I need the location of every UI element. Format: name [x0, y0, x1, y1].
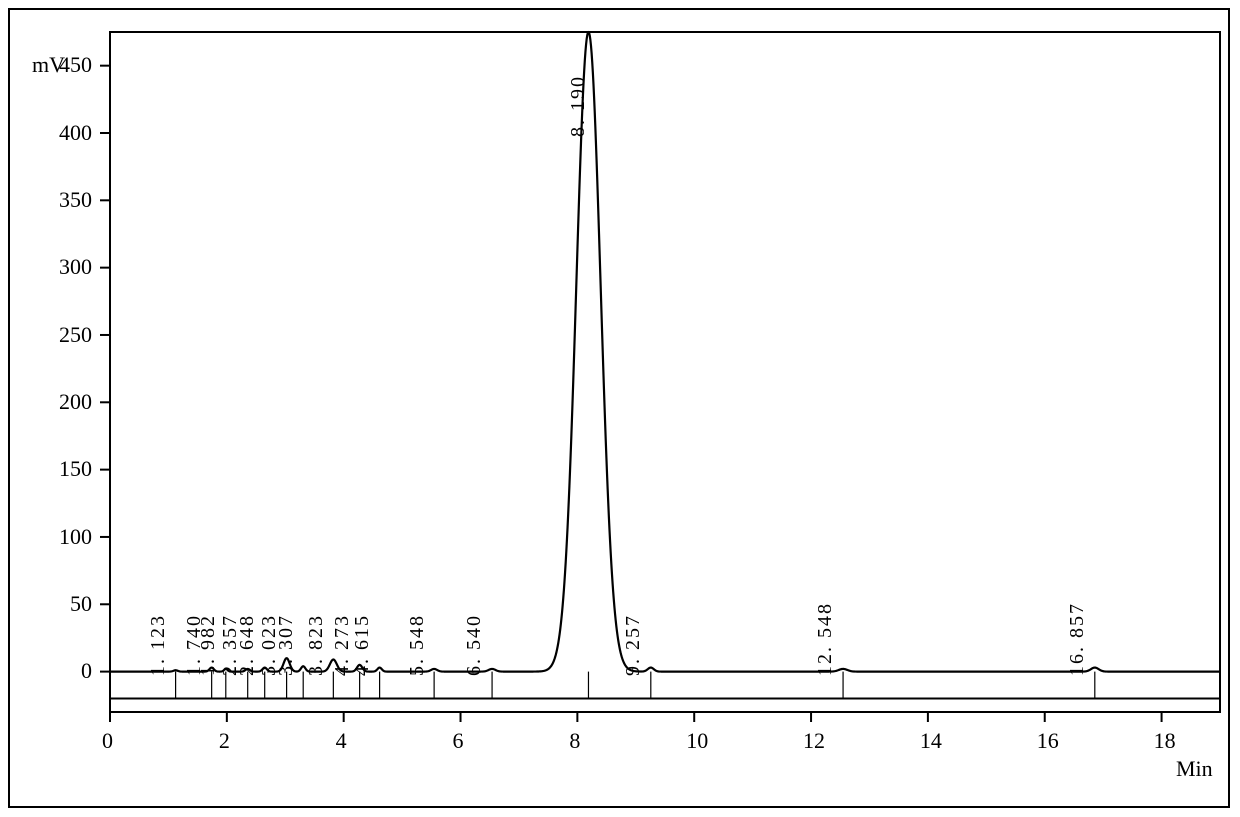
x-tick-label: 2: [219, 728, 230, 754]
y-tick-label: 250: [59, 322, 92, 348]
x-tick-label: 16: [1037, 728, 1059, 754]
x-tick-label: 8: [569, 728, 580, 754]
y-tick-label: 150: [59, 456, 92, 482]
x-tick-label: 0: [102, 728, 113, 754]
y-tick-label: 450: [59, 52, 92, 78]
peak-label: 3. 307: [275, 614, 298, 676]
x-tick-label: 10: [686, 728, 708, 754]
peak-label: 5. 548: [406, 614, 429, 676]
outer-frame: mV Min 050100150200250300350400450 02468…: [8, 8, 1230, 808]
y-tick-label: 300: [59, 254, 92, 280]
y-tick-label: 100: [59, 524, 92, 550]
peak-label: 6. 540: [463, 614, 486, 676]
peak-label: 2. 648: [236, 614, 259, 676]
x-axis-unit: Min: [1176, 756, 1213, 782]
x-tick-label: 12: [803, 728, 825, 754]
y-tick-label: 50: [70, 591, 92, 617]
y-tick-label: 400: [59, 120, 92, 146]
peak-label: 3. 823: [305, 614, 328, 676]
y-tick-label: 350: [59, 187, 92, 213]
peak-label: 9. 257: [622, 614, 645, 676]
chromatogram-svg: [10, 10, 1232, 810]
y-tick-label: 200: [59, 389, 92, 415]
x-tick-label: 18: [1154, 728, 1176, 754]
y-tick-label: 0: [81, 658, 92, 684]
peak-label: 12. 548: [814, 602, 837, 676]
peak-label: 4. 615: [351, 614, 374, 676]
peak-label: 1. 982: [197, 614, 220, 676]
peak-label: 8. 190: [567, 75, 590, 137]
x-tick-label: 6: [453, 728, 464, 754]
peak-label: 1. 123: [147, 614, 170, 676]
x-tick-label: 4: [336, 728, 347, 754]
x-tick-label: 14: [920, 728, 942, 754]
peak-label: 16. 857: [1066, 602, 1089, 676]
